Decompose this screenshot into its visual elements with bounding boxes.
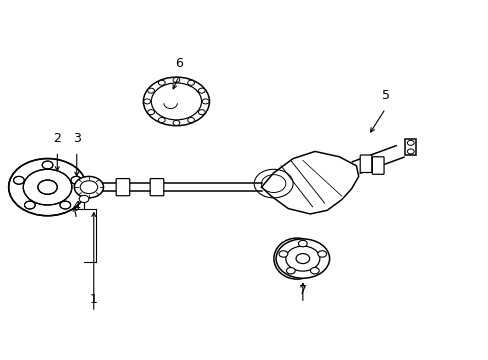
- Polygon shape: [261, 152, 358, 214]
- Circle shape: [310, 267, 319, 274]
- FancyBboxPatch shape: [405, 139, 415, 155]
- Circle shape: [79, 195, 89, 203]
- Ellipse shape: [273, 238, 320, 279]
- FancyBboxPatch shape: [116, 179, 129, 196]
- Circle shape: [187, 117, 194, 122]
- FancyBboxPatch shape: [360, 155, 371, 172]
- Circle shape: [276, 239, 329, 278]
- Circle shape: [279, 251, 287, 257]
- Text: 5: 5: [381, 89, 389, 102]
- Circle shape: [202, 99, 209, 104]
- Circle shape: [187, 80, 194, 85]
- Circle shape: [286, 267, 295, 274]
- Circle shape: [317, 251, 326, 257]
- Text: 2: 2: [53, 132, 61, 145]
- Circle shape: [173, 120, 180, 125]
- Text: 7: 7: [298, 284, 306, 297]
- Circle shape: [158, 117, 165, 122]
- Text: 4: 4: [73, 200, 81, 213]
- Circle shape: [173, 77, 180, 82]
- Circle shape: [147, 110, 154, 115]
- Text: 1: 1: [90, 293, 98, 306]
- Text: 6: 6: [175, 57, 183, 70]
- Circle shape: [298, 240, 306, 247]
- Circle shape: [9, 158, 86, 216]
- Circle shape: [74, 176, 103, 198]
- Circle shape: [143, 77, 209, 126]
- FancyBboxPatch shape: [372, 157, 383, 174]
- Circle shape: [158, 80, 165, 85]
- FancyBboxPatch shape: [150, 179, 163, 196]
- Circle shape: [143, 99, 150, 104]
- Circle shape: [198, 110, 205, 115]
- Circle shape: [198, 88, 205, 93]
- Circle shape: [147, 88, 154, 93]
- Text: 3: 3: [73, 132, 81, 145]
